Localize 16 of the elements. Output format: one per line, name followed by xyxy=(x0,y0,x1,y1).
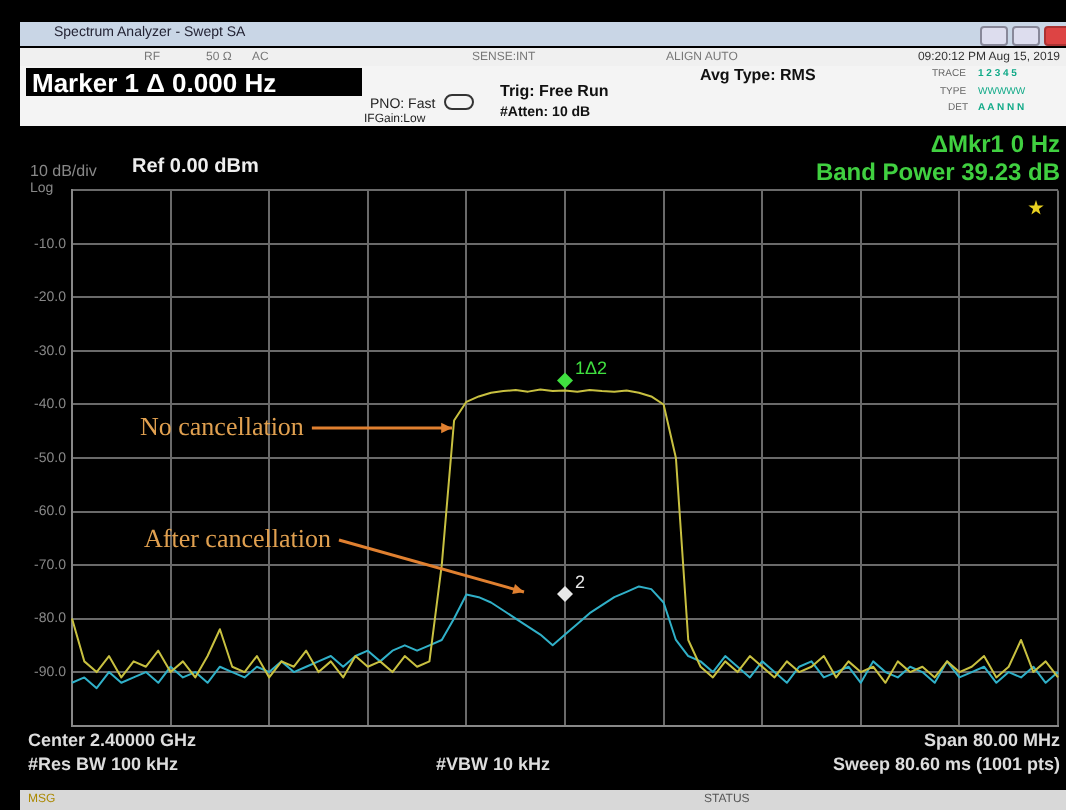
text: Span 80.00 MHz xyxy=(923,730,1060,750)
text: Ref 0.00 dBm xyxy=(132,156,259,178)
chart-title: Marker 1 Δ 0.000 Hz xyxy=(32,68,277,98)
text: Trig: Free Run xyxy=(500,82,609,100)
text: #VBW 10 kHz xyxy=(436,754,551,774)
text: No cancellation xyxy=(140,410,305,441)
text: ΔMkr1 0 Hz xyxy=(930,130,1060,158)
text: Center 2.40000 GHz xyxy=(28,730,197,750)
text: #Res BW 100 kHz xyxy=(28,754,179,774)
text: After cancellation xyxy=(144,522,332,553)
series-label: 1Δ2 xyxy=(575,358,608,379)
series-label: 2 xyxy=(575,571,586,592)
text: 10 dB/div xyxy=(30,162,97,180)
text: Avg Type: RMS xyxy=(700,66,816,84)
text: Band Power 39.23 dB xyxy=(815,158,1060,186)
text: Sweep 80.60 ms (1001 pts) xyxy=(832,754,1060,774)
